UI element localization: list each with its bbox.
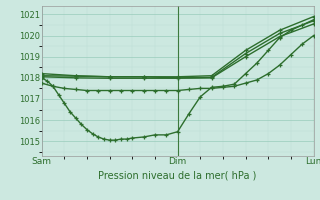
X-axis label: Pression niveau de la mer( hPa ): Pression niveau de la mer( hPa ) bbox=[99, 171, 257, 181]
